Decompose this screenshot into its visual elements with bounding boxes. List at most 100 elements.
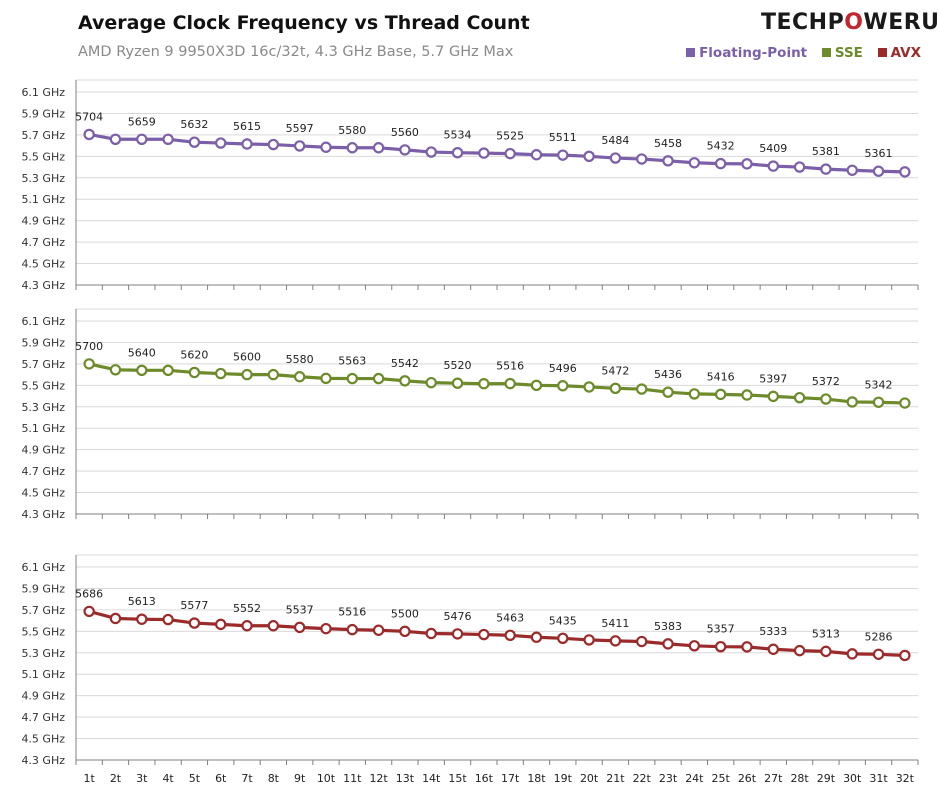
data-point [451, 628, 464, 640]
power-icon: O [844, 10, 864, 35]
data-label: 5563 [338, 355, 366, 368]
legend-entry-sse: SSE [821, 45, 863, 61]
data-label: 5476 [444, 610, 472, 623]
data-point [530, 631, 543, 643]
data-point [767, 643, 779, 655]
data-point [714, 640, 727, 653]
data-point [109, 364, 122, 376]
data-label: 5432 [707, 140, 735, 153]
chart-panel-3: 4.3 GHz 4.5 GHz 4.7 GHz 4.9 GHz 5.1 GHz 5.3 G… [21, 554, 919, 785]
y-tick-label: 5.5 GHz [21, 379, 65, 392]
data-label: 5472 [601, 364, 629, 377]
data-point [293, 621, 306, 634]
x-tick-label: 32t [896, 772, 915, 785]
data-label: 5458 [654, 137, 682, 150]
data-point [820, 645, 832, 658]
data-point [425, 627, 437, 640]
y-tick-label: 6.1 GHz [21, 561, 65, 574]
x-tick-label: 26t [738, 772, 757, 785]
x-tick-label: 7t [241, 772, 253, 785]
data-point [83, 605, 95, 618]
data-label: 5361 [865, 147, 893, 160]
x-tick-label: 18t [527, 772, 546, 785]
data-point [425, 376, 437, 389]
chart-panel-2: 4.3 GHz 4.5 GHz 4.7 GHz 4.9 GHz 5.1 GHz 5.3 G… [21, 308, 919, 521]
data-point [504, 147, 516, 160]
data-point [793, 644, 806, 657]
data-point [346, 372, 358, 385]
data-point [215, 367, 227, 380]
data-label: 5552 [233, 602, 261, 615]
y-tick-label: 5.9 GHz [21, 336, 65, 349]
brand-logo: TECHPOWERUP [761, 10, 939, 35]
y-tick-label: 5.5 GHz [21, 150, 65, 163]
data-point [899, 397, 911, 409]
data-point [372, 624, 385, 636]
y-tick-label: 4.7 GHz [21, 236, 65, 249]
data-point [372, 372, 385, 385]
data-point [241, 138, 253, 150]
y-tick-label: 5.3 GHz [21, 647, 65, 660]
y-tick-label: 4.7 GHz [21, 711, 65, 724]
data-point [188, 617, 201, 629]
data-point [267, 138, 280, 151]
x-tick-label: 21t [606, 772, 625, 785]
data-point [215, 618, 227, 631]
x-tick-label: 3t [136, 772, 148, 785]
data-point [215, 137, 227, 149]
data-point [162, 613, 174, 626]
data-point [846, 396, 858, 408]
x-tick-label: 1t [84, 772, 96, 785]
data-point [530, 379, 543, 392]
data-point [399, 375, 411, 387]
data-point [346, 623, 358, 636]
data-point [846, 164, 858, 176]
y-tick-label: 5.9 GHz [21, 107, 65, 120]
x-tick-label: 17t [501, 772, 520, 785]
data-point [320, 622, 332, 635]
data-point [530, 149, 543, 161]
data-label: 5560 [391, 126, 419, 139]
data-point [451, 146, 464, 159]
data-point [741, 641, 753, 653]
legend-label-floating-point: Floating-Point [699, 45, 808, 61]
data-point [136, 133, 148, 145]
y-tick-label: 5.1 GHz [21, 668, 65, 681]
data-label: 5511 [549, 131, 577, 144]
legend-label-avx: AVX [890, 45, 921, 61]
y-tick-label: 5.9 GHz [21, 582, 65, 595]
y-tick-label: 4.5 GHz [21, 733, 65, 746]
y-tick-label: 5.3 GHz [21, 401, 65, 414]
y-tick-label: 4.7 GHz [21, 465, 65, 478]
y-tick-label: 4.9 GHz [21, 444, 65, 457]
data-point [899, 649, 911, 662]
y-tick-label: 5.3 GHz [21, 172, 65, 185]
data-label: 5333 [759, 625, 787, 638]
data-label: 5500 [391, 607, 419, 620]
data-label: 5381 [812, 145, 840, 158]
data-label: 5597 [286, 122, 314, 135]
chart-subtitle: AMD Ryzen 9 9950X3D 16c/32t, 4.3 GHz Bas… [78, 44, 514, 60]
data-point [741, 158, 753, 170]
data-point [109, 612, 122, 625]
data-point [609, 635, 622, 647]
y-tick-label: 4.3 GHz [21, 279, 65, 292]
data-point [478, 147, 490, 159]
y-tick-label: 5.1 GHz [21, 193, 65, 206]
x-tick-label: 9t [294, 772, 306, 785]
data-point [136, 613, 148, 625]
x-tick-label: 19t [554, 772, 573, 785]
data-point [109, 133, 122, 145]
data-point [872, 396, 885, 408]
data-point [346, 142, 358, 154]
data-label: 5659 [128, 115, 156, 128]
data-point [83, 358, 95, 370]
data-point [583, 150, 595, 163]
data-point [609, 152, 622, 164]
data-point [267, 368, 280, 381]
data-point [583, 381, 595, 393]
data-label: 5436 [654, 368, 682, 381]
data-label: 5520 [444, 359, 472, 372]
x-tick-label: 24t [685, 772, 704, 785]
data-label: 5580 [338, 124, 366, 137]
